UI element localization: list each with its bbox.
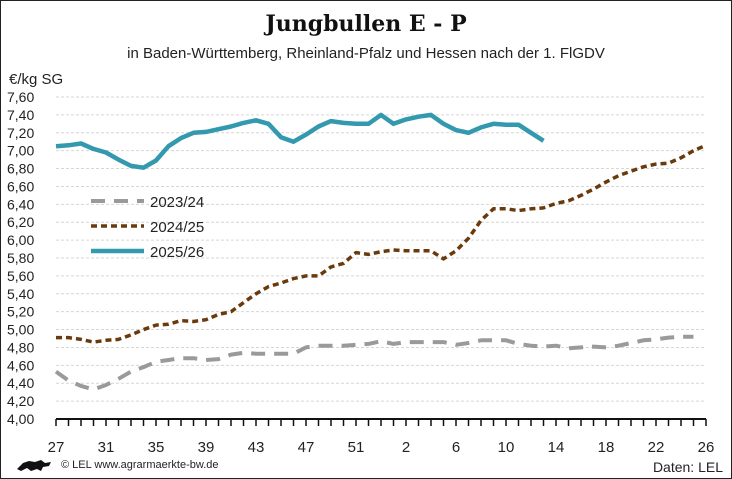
y-tick-label: 4,40: [7, 375, 34, 391]
x-tick-label: 31: [98, 439, 115, 456]
series-line-2024-25: [56, 143, 707, 344]
lion-logo-icon: [17, 460, 51, 471]
x-tick-label: 26: [698, 439, 715, 456]
x-tick-label: 14: [548, 439, 565, 456]
series-line-2023-24: [54, 334, 694, 392]
x-tick-label: 47: [298, 439, 315, 456]
y-tick-label: 7,00: [7, 143, 34, 159]
y-tick-label: 4,80: [7, 339, 34, 355]
y-tick-label: 4,60: [7, 357, 34, 373]
x-tick-label: 51: [348, 439, 365, 456]
y-tick-label: 5,00: [7, 322, 34, 338]
x-tick-label: 35: [148, 439, 165, 456]
y-tick-label: 5,60: [7, 268, 34, 284]
y-tick-label: 5,80: [7, 250, 34, 266]
y-tick-label: 4,00: [7, 411, 34, 427]
y-tick-label: 6,80: [7, 161, 34, 177]
y-tick-label: 5,40: [7, 286, 34, 302]
y-tick-label: 6,60: [7, 178, 34, 194]
y-tick-label: 6,40: [7, 196, 34, 212]
x-tick-label: 22: [648, 439, 665, 456]
x-tick-label: 6: [452, 439, 460, 456]
x-tick-label: 27: [48, 439, 65, 456]
chart-title: Jungbullen E - P: [265, 11, 467, 37]
y-tick-label: 6,00: [7, 232, 34, 248]
y-tick-label: 6,20: [7, 214, 34, 230]
y-axis-label: €/kg SG: [9, 71, 64, 88]
legend-label: 2023/24: [150, 194, 204, 211]
x-tick-label: 18: [598, 439, 615, 456]
y-tick-label: 7,60: [7, 89, 34, 105]
copyright-text: © LEL www.agrarmaerkte-bw.de: [61, 459, 219, 471]
y-tick-label: 5,20: [7, 304, 34, 320]
series-line-2025-26: [55, 112, 545, 170]
footer-credit: © LEL www.agrarmaerkte-bw.de: [15, 457, 219, 473]
y-tick-label: 7,20: [7, 125, 34, 141]
legend-label: 2025/26: [150, 244, 204, 261]
y-tick-label: 4,20: [7, 393, 34, 409]
data-source: Daten: LEL: [652, 459, 723, 475]
x-tick-label: 10: [498, 439, 515, 456]
x-tick-label: 43: [248, 439, 265, 456]
legend-label: 2024/25: [150, 219, 204, 236]
x-tick-label: 2: [402, 439, 410, 456]
y-tick-label: 7,40: [7, 107, 34, 123]
x-tick-label: 39: [198, 439, 215, 456]
chart-subtitle: in Baden-Württemberg, Rheinland-Pfalz un…: [127, 45, 605, 62]
